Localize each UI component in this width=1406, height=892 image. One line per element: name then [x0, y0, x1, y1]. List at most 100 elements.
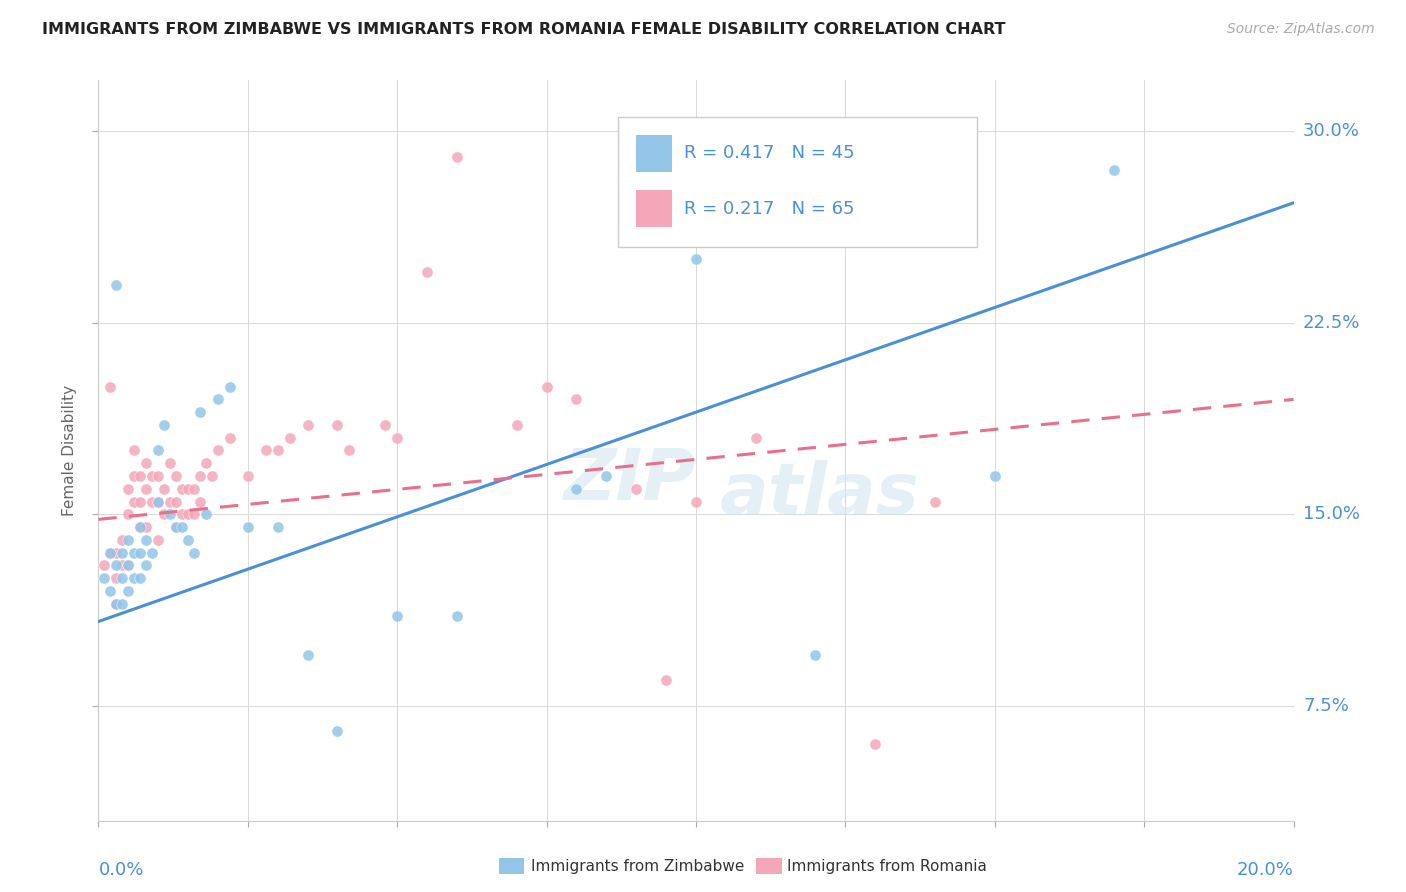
Point — [236, 520, 259, 534]
Point — [117, 558, 139, 573]
Text: 30.0%: 30.0% — [1303, 122, 1360, 140]
Point — [111, 533, 134, 547]
Point — [339, 443, 361, 458]
Point — [111, 571, 134, 585]
Point — [111, 545, 134, 559]
Bar — [637, 190, 672, 227]
Point — [124, 545, 146, 559]
Point — [124, 469, 146, 483]
Point — [195, 508, 218, 522]
Point — [385, 609, 409, 624]
Point — [297, 417, 319, 432]
Text: Source: ZipAtlas.com: Source: ZipAtlas.com — [1227, 22, 1375, 37]
Point — [595, 469, 617, 483]
Point — [183, 482, 205, 496]
Point — [924, 494, 946, 508]
Point — [141, 545, 163, 559]
Bar — [637, 135, 672, 172]
Bar — [619, 118, 977, 247]
Point — [219, 379, 242, 393]
Point — [124, 571, 146, 585]
Point — [655, 673, 678, 688]
Point — [506, 417, 529, 432]
Point — [135, 482, 157, 496]
Point — [117, 583, 139, 598]
Point — [254, 443, 277, 458]
Point — [148, 494, 170, 508]
Point — [93, 571, 115, 585]
Point — [141, 469, 163, 483]
Point — [172, 508, 194, 522]
Point — [135, 520, 157, 534]
Point — [117, 508, 139, 522]
Point — [984, 469, 1007, 483]
Point — [385, 431, 409, 445]
Point — [159, 508, 181, 522]
Text: ZIP: ZIP — [564, 446, 696, 515]
Point — [129, 571, 152, 585]
Point — [1104, 162, 1126, 177]
Point — [374, 417, 396, 432]
Text: 15.0%: 15.0% — [1303, 505, 1360, 524]
Point — [105, 277, 128, 292]
Point — [159, 494, 181, 508]
Point — [105, 545, 128, 559]
Text: Immigrants from Romania: Immigrants from Romania — [787, 859, 987, 873]
Point — [148, 443, 170, 458]
Text: IMMIGRANTS FROM ZIMBABWE VS IMMIGRANTS FROM ROMANIA FEMALE DISABILITY CORRELATIO: IMMIGRANTS FROM ZIMBABWE VS IMMIGRANTS F… — [42, 22, 1005, 37]
Point — [111, 597, 134, 611]
Text: 22.5%: 22.5% — [1303, 314, 1361, 332]
Point — [148, 469, 170, 483]
Point — [536, 379, 558, 393]
Text: atlas: atlas — [720, 460, 920, 529]
Point — [165, 494, 187, 508]
Point — [141, 494, 163, 508]
Point — [98, 379, 122, 393]
Point — [195, 456, 218, 470]
Point — [188, 405, 211, 419]
Point — [105, 597, 128, 611]
Text: 0.0%: 0.0% — [98, 862, 143, 880]
Point — [98, 545, 122, 559]
Text: Immigrants from Zimbabwe: Immigrants from Zimbabwe — [531, 859, 745, 873]
Point — [129, 469, 152, 483]
Point — [172, 520, 194, 534]
Point — [172, 482, 194, 496]
Point — [278, 431, 301, 445]
Point — [865, 737, 887, 751]
Point — [148, 494, 170, 508]
Point — [159, 456, 181, 470]
Point — [105, 558, 128, 573]
Text: 20.0%: 20.0% — [1237, 862, 1294, 880]
Point — [124, 443, 146, 458]
Point — [565, 392, 588, 407]
Point — [207, 443, 229, 458]
Point — [188, 469, 211, 483]
Point — [326, 724, 349, 739]
Point — [117, 533, 139, 547]
Point — [685, 252, 707, 266]
Point — [201, 469, 224, 483]
Point — [297, 648, 319, 662]
Point — [153, 417, 176, 432]
Point — [117, 558, 139, 573]
Point — [446, 609, 468, 624]
Point — [207, 392, 229, 407]
Point — [129, 545, 152, 559]
Point — [105, 597, 128, 611]
Point — [98, 545, 122, 559]
Point — [93, 558, 115, 573]
Point — [129, 494, 152, 508]
Point — [111, 558, 134, 573]
Point — [267, 443, 290, 458]
Point — [105, 571, 128, 585]
Point — [745, 431, 768, 445]
Point — [165, 520, 187, 534]
Point — [267, 520, 290, 534]
Point — [236, 469, 259, 483]
Point — [177, 533, 200, 547]
Text: 7.5%: 7.5% — [1303, 697, 1348, 714]
Point — [135, 456, 157, 470]
Point — [117, 482, 139, 496]
Point — [165, 520, 187, 534]
